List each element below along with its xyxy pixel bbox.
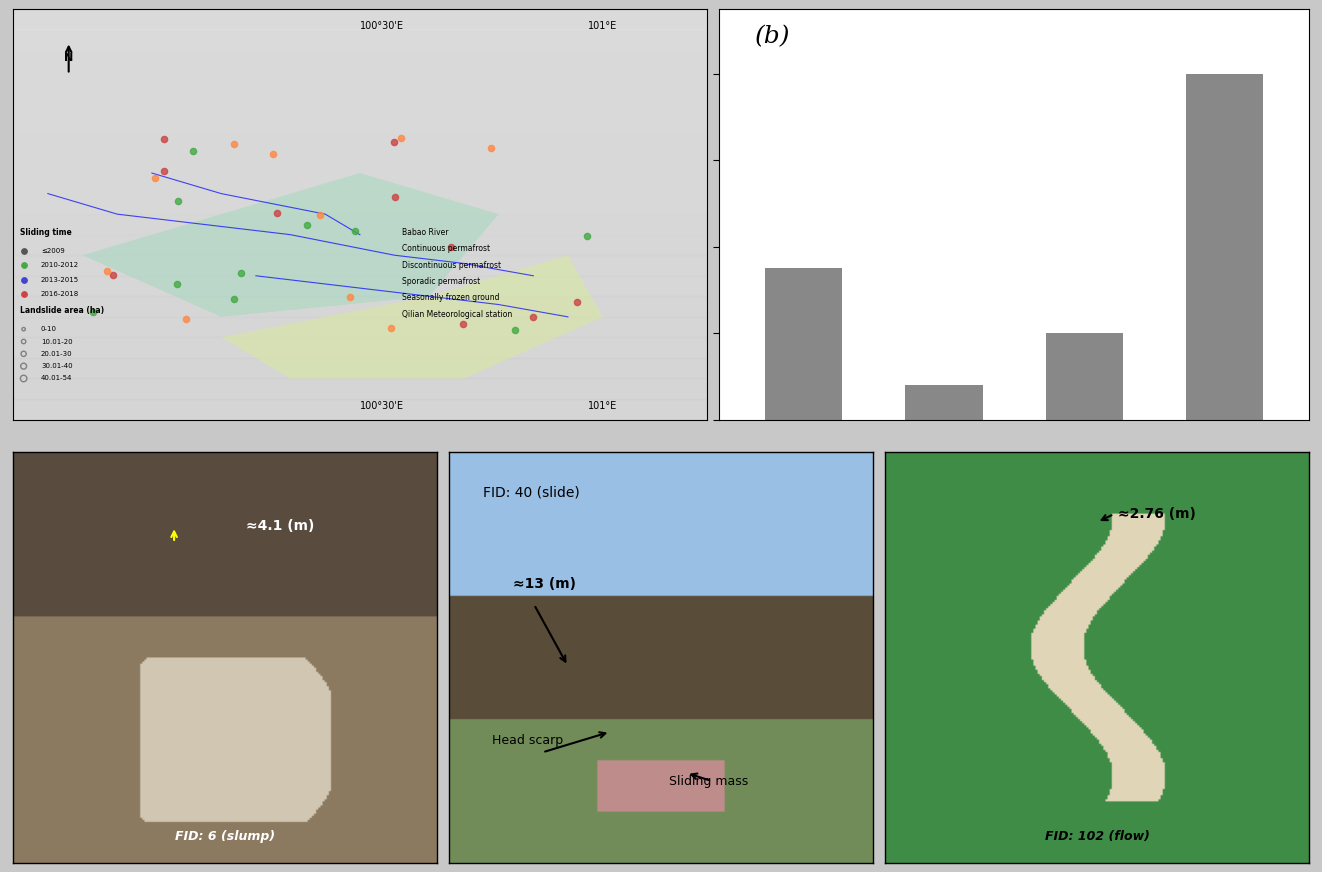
Text: 30.01-40: 30.01-40 — [41, 363, 73, 369]
Point — [144, 171, 165, 185]
Text: (b): (b) — [755, 25, 791, 48]
Bar — [13, 358, 706, 378]
Text: Sliding mass: Sliding mass — [669, 774, 748, 787]
Text: ≈4.1 (m): ≈4.1 (m) — [246, 520, 315, 534]
Bar — [906, 385, 982, 419]
Text: N: N — [63, 53, 73, 63]
Text: Seasonally frozen ground: Seasonally frozen ground — [402, 293, 498, 303]
Point — [480, 141, 501, 155]
Text: 10.01-20: 10.01-20 — [41, 338, 73, 344]
Point — [505, 324, 526, 337]
Point — [452, 317, 473, 331]
Point — [230, 266, 251, 280]
Point — [385, 190, 406, 204]
Point — [13, 335, 34, 349]
Text: ≈2.76 (m): ≈2.76 (m) — [1118, 507, 1196, 521]
Point — [153, 132, 175, 146]
Bar — [13, 399, 706, 419]
Point — [13, 273, 34, 287]
Text: 100°30'E: 100°30'E — [360, 21, 405, 31]
Point — [13, 371, 34, 385]
Bar — [13, 337, 706, 358]
Point — [168, 194, 189, 208]
Point — [345, 223, 366, 237]
Text: Qilian Meteorological station: Qilian Meteorological station — [402, 310, 512, 319]
Point — [13, 359, 34, 373]
Text: 2013-2015: 2013-2015 — [41, 277, 79, 283]
Point — [576, 228, 598, 242]
Point — [566, 296, 587, 310]
Bar — [13, 132, 706, 153]
Point — [167, 277, 188, 291]
Text: Continuous permafrost: Continuous permafrost — [402, 244, 489, 253]
Text: Discontinuous permafrost: Discontinuous permafrost — [402, 261, 501, 269]
Text: Head scarp: Head scarp — [492, 733, 563, 746]
Bar — [13, 378, 706, 399]
Point — [13, 347, 34, 361]
Text: FID: 40 (slide): FID: 40 (slide) — [483, 486, 580, 500]
Point — [263, 146, 284, 160]
Text: 20.01-30: 20.01-30 — [41, 351, 73, 357]
Point — [83, 305, 104, 319]
Bar — [1046, 333, 1122, 419]
Point — [296, 218, 317, 232]
Bar — [13, 91, 706, 112]
Point — [13, 244, 34, 258]
Point — [182, 144, 204, 158]
Point — [176, 312, 197, 326]
Bar — [13, 30, 706, 50]
Bar — [13, 9, 706, 30]
Bar — [13, 50, 706, 71]
Point — [223, 292, 245, 306]
Text: Sliding time: Sliding time — [20, 228, 71, 236]
Point — [309, 208, 330, 221]
Text: ≤2009: ≤2009 — [41, 249, 65, 254]
Bar — [13, 194, 706, 215]
Bar — [13, 296, 706, 317]
Point — [223, 138, 245, 152]
Point — [379, 321, 401, 335]
Text: Babao River: Babao River — [402, 228, 448, 236]
Bar — [13, 235, 706, 255]
Bar — [1186, 73, 1264, 419]
Text: 101°E: 101°E — [588, 401, 617, 412]
Bar — [13, 215, 706, 235]
Text: FID: 102 (flow): FID: 102 (flow) — [1044, 830, 1150, 842]
Point — [153, 164, 175, 178]
Point — [390, 132, 411, 146]
Text: FID: 6 (slump): FID: 6 (slump) — [175, 830, 275, 842]
Bar — [13, 276, 706, 296]
Text: ≈13 (m): ≈13 (m) — [513, 577, 576, 591]
Point — [440, 240, 461, 254]
Text: 2016-2018: 2016-2018 — [41, 291, 79, 297]
Point — [97, 263, 118, 277]
Text: Sporadic permafrost: Sporadic permafrost — [402, 277, 480, 286]
Bar — [13, 112, 706, 132]
Bar — [13, 317, 706, 337]
Bar — [13, 71, 706, 91]
Point — [340, 290, 361, 304]
Text: 0-10: 0-10 — [41, 326, 57, 332]
Text: 101°E: 101°E — [588, 21, 617, 31]
Text: 100°30'E: 100°30'E — [360, 401, 405, 412]
Text: 40.01-54: 40.01-54 — [41, 376, 73, 381]
Point — [13, 323, 34, 337]
Point — [267, 206, 288, 220]
Text: Landslide area (ha): Landslide area (ha) — [20, 306, 104, 315]
Point — [13, 258, 34, 272]
Bar — [13, 255, 706, 276]
Point — [383, 135, 405, 149]
Point — [13, 287, 34, 301]
Point — [102, 268, 123, 282]
Point — [522, 310, 543, 324]
Bar — [765, 269, 842, 419]
Bar — [13, 153, 706, 173]
Text: 2010-2012: 2010-2012 — [41, 262, 79, 269]
Bar — [13, 173, 706, 194]
